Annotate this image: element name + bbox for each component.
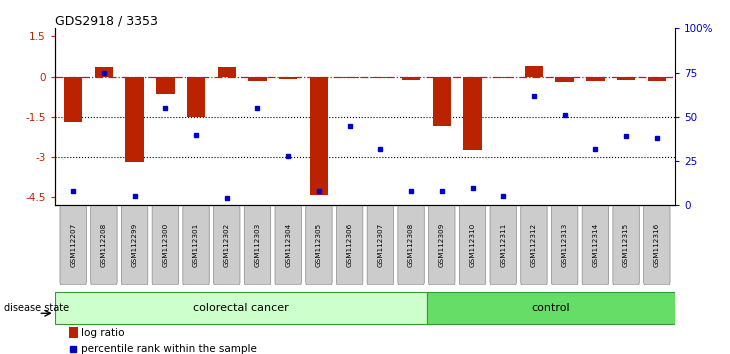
Text: GSM112207: GSM112207 [70,223,76,267]
FancyBboxPatch shape [520,205,548,285]
FancyBboxPatch shape [367,205,393,285]
Text: control: control [532,303,570,313]
FancyBboxPatch shape [583,205,609,285]
FancyBboxPatch shape [490,205,516,285]
Bar [464,76,482,150]
Text: GSM112308: GSM112308 [408,223,414,267]
Bar [126,76,144,162]
FancyBboxPatch shape [55,292,427,324]
Text: colorectal cancer: colorectal cancer [193,303,289,313]
Text: GSM112310: GSM112310 [469,223,475,267]
Text: GSM112302: GSM112302 [224,223,230,267]
Bar [402,76,420,80]
FancyBboxPatch shape [306,205,332,285]
Bar [187,76,205,117]
Bar [525,67,543,76]
Text: GSM112315: GSM112315 [623,223,629,267]
Text: log ratio: log ratio [81,328,125,338]
Text: percentile rank within the sample: percentile rank within the sample [81,344,257,354]
Text: GSM112309: GSM112309 [439,223,445,267]
Bar [279,76,297,79]
FancyBboxPatch shape [245,205,271,285]
Text: GSM112300: GSM112300 [162,223,169,267]
Text: GSM112314: GSM112314 [592,223,599,267]
Text: GSM112306: GSM112306 [347,223,353,267]
Bar [556,76,574,82]
Bar [371,76,390,78]
Bar [248,76,266,81]
Bar [340,76,359,78]
FancyBboxPatch shape [337,205,363,285]
Text: GSM112311: GSM112311 [500,223,506,267]
Text: GSM112305: GSM112305 [316,223,322,267]
FancyBboxPatch shape [427,292,675,324]
FancyBboxPatch shape [91,205,117,285]
Bar [156,76,174,94]
Text: GSM112303: GSM112303 [255,223,261,267]
FancyBboxPatch shape [121,205,147,285]
FancyBboxPatch shape [60,205,86,285]
Bar [586,76,604,81]
FancyBboxPatch shape [613,205,639,285]
FancyBboxPatch shape [214,205,240,285]
FancyBboxPatch shape [551,205,578,285]
Text: GSM112301: GSM112301 [193,223,199,267]
Bar [218,67,236,76]
Bar [648,76,666,81]
FancyBboxPatch shape [644,205,670,285]
Bar [433,76,451,126]
Bar [69,327,77,338]
Bar [617,76,635,80]
FancyBboxPatch shape [429,205,455,285]
Text: GSM112313: GSM112313 [561,223,568,267]
Bar [310,76,328,195]
Text: GSM112316: GSM112316 [654,223,660,267]
FancyBboxPatch shape [182,205,210,285]
Text: disease state: disease state [4,303,69,313]
FancyBboxPatch shape [275,205,301,285]
Bar [64,76,82,122]
FancyBboxPatch shape [152,205,179,285]
Text: GDS2918 / 3353: GDS2918 / 3353 [55,14,158,27]
Text: GSM112312: GSM112312 [531,223,537,267]
Bar [95,67,113,76]
FancyBboxPatch shape [398,205,424,285]
Text: GSM112208: GSM112208 [101,223,107,267]
Text: GSM112299: GSM112299 [131,223,138,267]
Text: GSM112304: GSM112304 [285,223,291,267]
FancyBboxPatch shape [459,205,485,285]
Text: GSM112307: GSM112307 [377,223,383,267]
Bar [494,76,512,78]
